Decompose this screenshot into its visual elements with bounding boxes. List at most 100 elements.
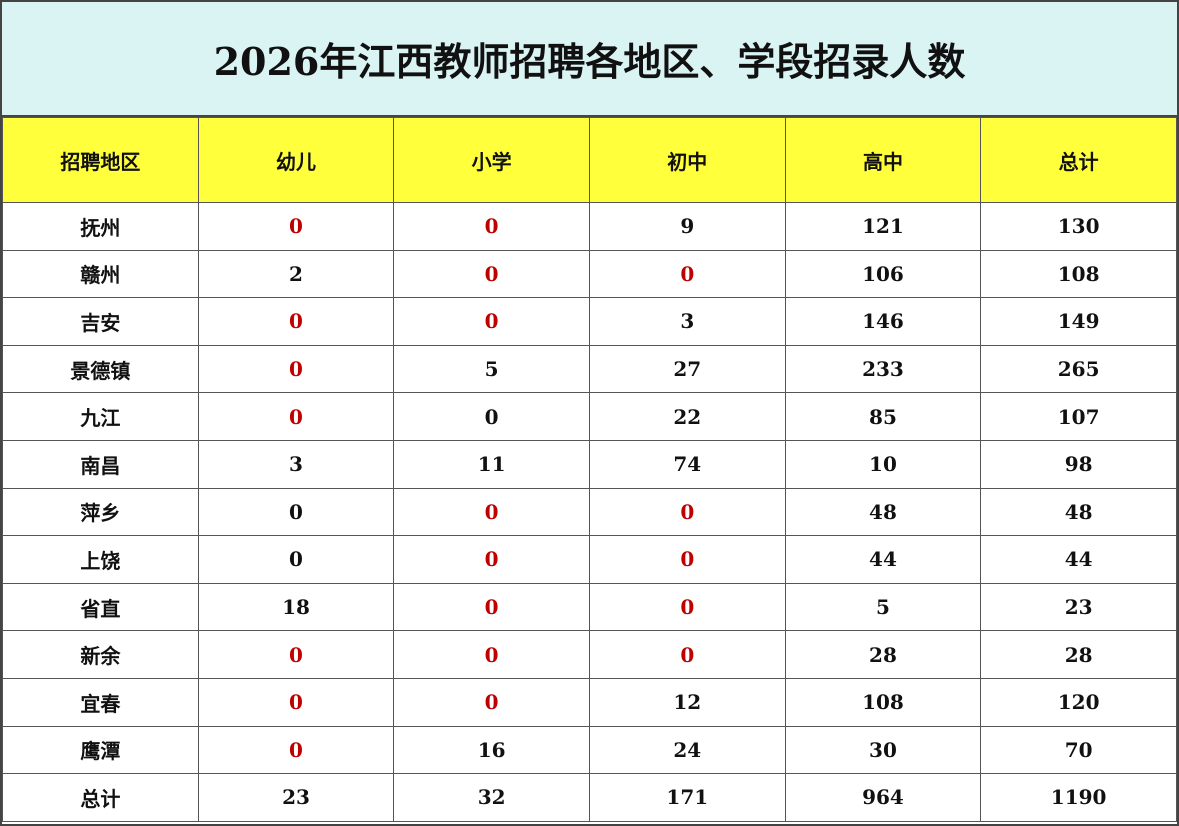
table-row: 新余 0 0 0 28 28: [2, 630, 1177, 679]
value-cell: 0: [197, 487, 395, 537]
table-row: 省直 18 0 0 5 23: [2, 582, 1177, 632]
table-row: 上饶 0 0 0 44 44: [2, 535, 1177, 584]
table-row: 九江 0 0 22 85 107: [2, 392, 1177, 441]
table-row: 总计 23 32 171 964 1190: [2, 773, 1177, 822]
region-cell: 上饶: [2, 535, 199, 584]
value-cell: 70: [980, 725, 1177, 775]
value-cell: 0: [197, 344, 395, 394]
value-cell: 120: [980, 677, 1177, 727]
value-cell: 0: [393, 677, 590, 727]
value-cell: 28: [784, 630, 982, 679]
value-cell: 108: [784, 677, 982, 727]
table-row: 抚州 0 0 9 121 130: [2, 202, 1177, 251]
value-cell: 27: [588, 344, 786, 394]
header-cell: 初中: [588, 117, 786, 203]
value-cell: 0: [588, 487, 786, 537]
region-cell: 宜春: [2, 677, 199, 727]
value-cell: 98: [980, 439, 1177, 489]
table-row: 景德镇 0 5 27 233 265: [2, 344, 1177, 394]
value-cell: 0: [393, 392, 590, 441]
region-cell: 九江: [2, 392, 199, 441]
value-cell: 48: [980, 487, 1177, 537]
value-cell: 0: [393, 297, 590, 346]
value-cell: 0: [588, 535, 786, 584]
value-cell: 149: [980, 297, 1177, 346]
title: 2026年江西教师招聘各地区、学段招录人数: [2, 2, 1177, 117]
value-cell: 0: [393, 535, 590, 584]
value-cell: 48: [784, 487, 982, 537]
value-cell: 0: [197, 535, 395, 584]
value-cell: 146: [784, 297, 982, 346]
value-cell: 23: [980, 582, 1177, 632]
table-row: 鹰潭 0 16 24 30 70: [2, 725, 1177, 775]
region-cell: 吉安: [2, 297, 199, 346]
table-row: 宜春 0 0 12 108 120: [2, 677, 1177, 727]
header-cell: 招聘地区: [2, 117, 199, 203]
region-cell: 总计: [2, 773, 199, 822]
value-cell: 0: [588, 582, 786, 632]
header-cell: 总计: [980, 117, 1177, 203]
value-cell: 108: [980, 249, 1177, 299]
table-row: 赣州 2 0 0 106 108: [2, 249, 1177, 299]
value-cell: 23: [197, 773, 395, 822]
value-cell: 0: [393, 630, 590, 679]
region-cell: 鹰潭: [2, 725, 199, 775]
region-cell: 南昌: [2, 439, 199, 489]
value-cell: 0: [588, 630, 786, 679]
value-cell: 3: [588, 297, 786, 346]
value-cell: 32: [393, 773, 590, 822]
value-cell: 3: [197, 439, 395, 489]
value-cell: 0: [197, 392, 395, 441]
value-cell: 265: [980, 344, 1177, 394]
value-cell: 0: [197, 630, 395, 679]
region-cell: 新余: [2, 630, 199, 679]
value-cell: 106: [784, 249, 982, 299]
header-cell: 小学: [393, 117, 590, 203]
value-cell: 0: [393, 249, 590, 299]
value-cell: 10: [784, 439, 982, 489]
value-cell: 1190: [980, 773, 1177, 822]
value-cell: 5: [784, 582, 982, 632]
value-cell: 964: [784, 773, 982, 822]
value-cell: 0: [393, 582, 590, 632]
value-cell: 0: [393, 487, 590, 537]
value-cell: 44: [980, 535, 1177, 584]
value-cell: 12: [588, 677, 786, 727]
value-cell: 2: [197, 249, 395, 299]
table-row: 吉安 0 0 3 146 149: [2, 297, 1177, 346]
value-cell: 18: [197, 582, 395, 632]
value-cell: 5: [393, 344, 590, 394]
header-cell: 幼儿: [197, 117, 395, 203]
value-cell: 11: [393, 439, 590, 489]
header-row: 招聘地区 幼儿 小学 初中 高中 总计: [2, 117, 1177, 203]
value-cell: 0: [393, 202, 590, 251]
value-cell: 130: [980, 202, 1177, 251]
value-cell: 0: [197, 202, 395, 251]
region-cell: 省直: [2, 582, 199, 632]
region-cell: 萍乡: [2, 487, 199, 537]
table-row: 萍乡 0 0 0 48 48: [2, 487, 1177, 537]
value-cell: 9: [588, 202, 786, 251]
header-cell: 高中: [784, 117, 982, 203]
value-cell: 28: [980, 630, 1177, 679]
value-cell: 0: [197, 297, 395, 346]
value-cell: 107: [980, 392, 1177, 441]
value-cell: 22: [588, 392, 786, 441]
value-cell: 0: [197, 677, 395, 727]
region-cell: 景德镇: [2, 344, 199, 394]
table: 招聘地区 幼儿 小学 初中 高中 总计 抚州 0 0 9 121 130 赣州 2 0 0 106 108 吉安 0 0…: [2, 117, 1177, 822]
value-cell: 171: [588, 773, 786, 822]
region-cell: 抚州: [2, 202, 199, 251]
value-cell: 74: [588, 439, 786, 489]
value-cell: 0: [197, 725, 395, 775]
value-cell: 30: [784, 725, 982, 775]
value-cell: 85: [784, 392, 982, 441]
region-cell: 赣州: [2, 249, 199, 299]
table-row: 南昌 3 11 74 10 98: [2, 439, 1177, 489]
value-cell: 121: [784, 202, 982, 251]
value-cell: 0: [588, 249, 786, 299]
value-cell: 16: [393, 725, 590, 775]
value-cell: 24: [588, 725, 786, 775]
value-cell: 233: [784, 344, 982, 394]
